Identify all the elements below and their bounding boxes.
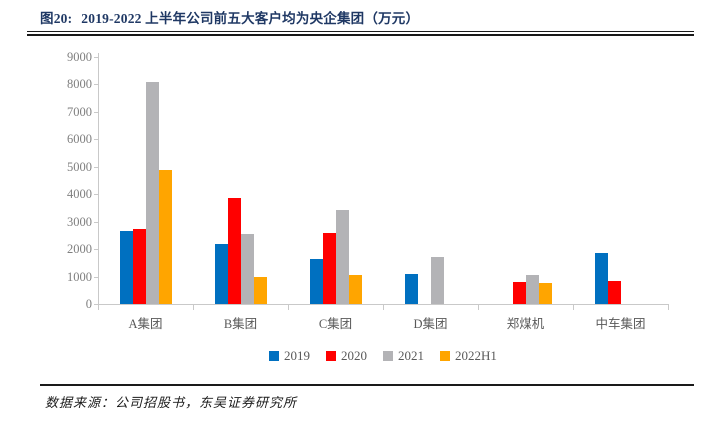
y-axis-tick-mark <box>94 57 98 58</box>
data-source-note: 数据来源：公司招股书，东吴证券研究所 <box>45 395 298 410</box>
legend-label: 2022H1 <box>455 348 497 363</box>
bar-2019-B集团 <box>215 244 228 304</box>
bar-group <box>573 57 668 304</box>
bar-2021-B集团 <box>241 234 254 304</box>
x-axis-label: C集团 <box>318 317 353 331</box>
x-axis-line <box>98 304 669 305</box>
bar-group <box>288 57 383 304</box>
y-axis-tick-label: 1000 <box>67 269 92 284</box>
y-axis-tick-mark <box>94 194 98 196</box>
bar-2019-中车集团 <box>595 253 608 304</box>
y-axis-tick-mark <box>94 276 98 278</box>
legend-swatch-icon <box>326 351 337 361</box>
bar-2019-D集团 <box>405 274 418 304</box>
bar-2021-A集团 <box>146 82 159 304</box>
x-axis-tick-mark <box>193 305 194 310</box>
bar-2022H1-C集团 <box>349 275 362 304</box>
y-axis-tick-mark <box>94 111 98 113</box>
y-axis-tick-mark <box>94 249 98 251</box>
legend-item-2021: 2021 <box>383 348 424 364</box>
bar-2020-郑煤机 <box>513 282 526 304</box>
x-axis-label: B集团 <box>223 317 258 331</box>
y-axis-tick-label: 5000 <box>67 159 92 174</box>
bar-2020-C集团 <box>323 233 336 304</box>
y-axis-tick-label: 9000 <box>67 50 92 64</box>
legend-label: 2021 <box>398 348 425 363</box>
x-axis-tick-mark <box>98 305 99 310</box>
legend-swatch-icon <box>383 351 394 361</box>
legend-label: 2019 <box>284 348 311 363</box>
y-axis-tick-label: 8000 <box>67 77 92 92</box>
bar-group <box>383 57 478 304</box>
bar-2020-中车集团 <box>608 281 621 304</box>
bar-2020-A集团 <box>133 229 146 304</box>
bar-2022H1-郑煤机 <box>539 283 552 304</box>
legend-item-2022H1: 2022H1 <box>440 348 497 364</box>
figure-title-text: 2019-2022 上半年公司前五大客户均为央企集团（万元） <box>81 11 420 26</box>
y-axis-tick-mark <box>94 221 98 223</box>
legend-label: 2020 <box>341 348 368 363</box>
y-axis-tick-label: 7000 <box>67 104 92 119</box>
x-axis-label: 中车集团 <box>595 317 646 331</box>
y-axis-tick-label: 6000 <box>67 132 92 147</box>
bar-2020-B集团 <box>228 198 241 304</box>
y-axis-tick-label: 3000 <box>67 214 92 229</box>
bar-2021-D集团 <box>431 257 444 304</box>
title-divider-rule <box>27 31 694 36</box>
y-axis-tick-label: 4000 <box>67 187 92 202</box>
y-axis-tick-label: 0 <box>85 297 92 311</box>
chart-legend: 2019 2020 2021 2022H1 <box>98 347 668 365</box>
legend-swatch-icon <box>269 351 280 361</box>
x-axis-label: A集团 <box>128 317 163 331</box>
bar-chart: 0 1000 2000 3000 4000 5000 6000 7000 8000 9000 A集团… <box>67 50 669 331</box>
figure-title: 图20: 2019-2022 上半年公司前五大客户均为央企集团（万元） <box>40 7 690 27</box>
legend-item-2019: 2019 <box>269 348 310 364</box>
x-axis-tick-mark <box>383 305 384 310</box>
legend-item-2020: 2020 <box>326 348 367 364</box>
figure-number-label: 图20: <box>40 11 73 26</box>
bar-2021-郑煤机 <box>526 275 539 304</box>
x-axis-tick-mark <box>573 305 574 310</box>
x-axis-tick-mark <box>288 305 289 310</box>
footer-divider-rule <box>40 384 694 386</box>
y-axis-tick-mark <box>94 84 98 86</box>
x-axis-label: D集团 <box>413 317 448 331</box>
bar-2019-A集团 <box>120 231 133 304</box>
y-axis-tick-label: 2000 <box>67 242 92 257</box>
bar-2021-C集团 <box>336 210 349 304</box>
y-axis-tick-mark <box>94 304 98 305</box>
bar-group <box>478 57 573 304</box>
bar-group <box>98 57 193 304</box>
bar-group <box>193 57 288 304</box>
legend-swatch-icon <box>440 351 451 361</box>
x-axis-label: 郑煤机 <box>506 317 545 331</box>
y-axis-tick-mark <box>94 166 98 168</box>
x-axis-tick-mark <box>668 305 669 310</box>
y-axis-tick-mark <box>94 139 98 141</box>
x-axis-tick-mark <box>478 305 479 310</box>
bar-2022H1-B集团 <box>254 277 267 304</box>
bar-2019-C集团 <box>310 259 323 304</box>
y-axis-line <box>98 53 99 305</box>
bar-2022H1-A集团 <box>159 170 172 304</box>
